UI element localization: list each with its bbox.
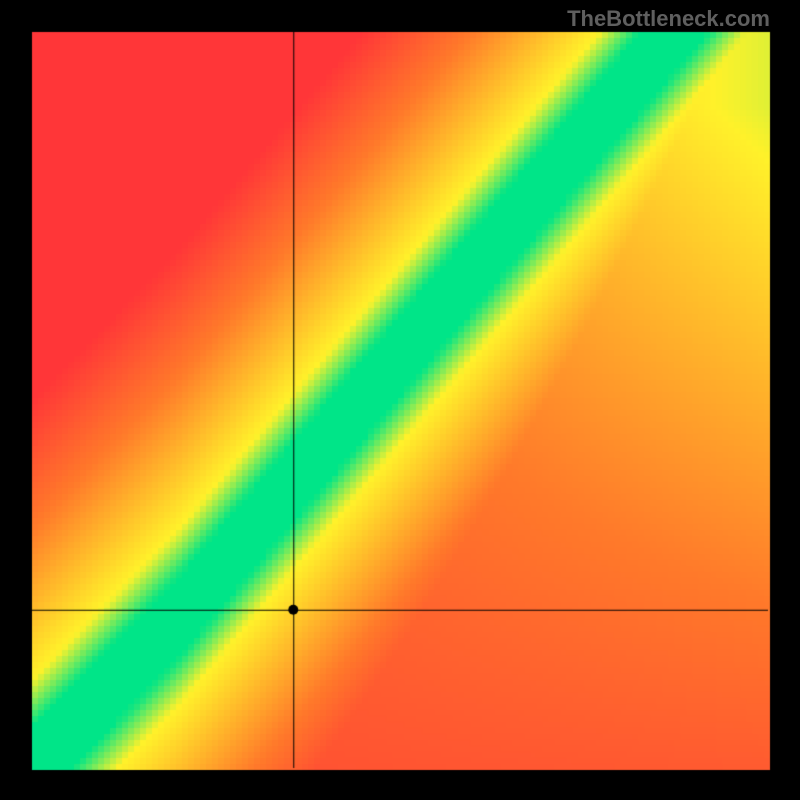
watermark-text: TheBottleneck.com <box>567 6 770 32</box>
bottleneck-heatmap <box>0 0 800 800</box>
chart-container: TheBottleneck.com <box>0 0 800 800</box>
